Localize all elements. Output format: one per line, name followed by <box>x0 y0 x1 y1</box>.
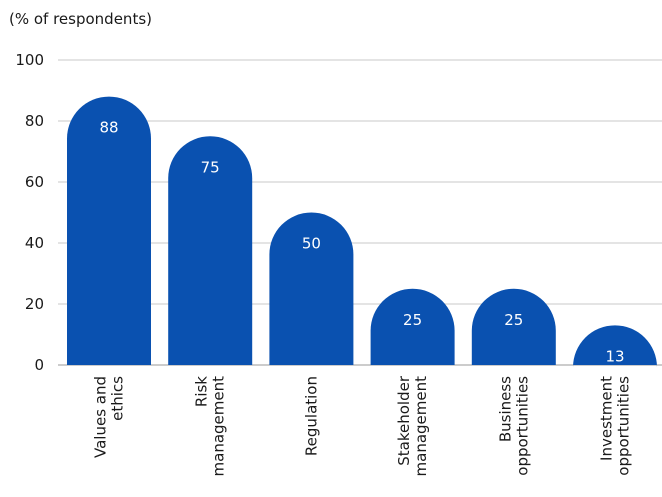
bar <box>573 325 657 368</box>
bar <box>269 212 354 365</box>
bar <box>471 288 556 365</box>
y-tick-label: 80 <box>25 112 44 130</box>
x-tick-label: Investmentopportunities <box>598 376 633 476</box>
y-tick-label: 100 <box>15 51 44 69</box>
x-tick-label: Stakeholdermanagement <box>395 375 430 476</box>
y-tick-label: 40 <box>25 234 44 252</box>
x-tick-label: Values andethics <box>92 376 127 458</box>
bar-value-label: 88 <box>99 119 118 137</box>
x-tick-label: Regulation <box>302 376 320 456</box>
bar <box>370 288 455 365</box>
y-axis-ticks: 0 20 40 60 80 100 <box>15 51 44 374</box>
bar-value-label: 75 <box>201 158 220 176</box>
bars <box>67 96 657 368</box>
y-axis-unit-label: (% of respondents) <box>9 10 152 28</box>
bar-value-label: 25 <box>403 311 422 329</box>
bar <box>67 96 151 365</box>
bar-value-label: 13 <box>605 347 624 365</box>
x-tick-label: Businessopportunities <box>496 376 531 476</box>
gridlines <box>58 59 662 366</box>
bar-value-label: 50 <box>302 235 321 253</box>
value-labels: 88 75 50 25 25 13 <box>99 119 624 366</box>
y-tick-label: 60 <box>25 173 44 191</box>
x-tick-label: Riskmanagement <box>193 376 228 477</box>
bar-value-label: 25 <box>504 311 523 329</box>
x-axis-labels: Values andethics Riskmanagement Regulation… <box>92 375 633 476</box>
y-tick-label: 20 <box>25 295 44 313</box>
y-tick-label: 0 <box>34 356 44 374</box>
bar <box>168 136 253 365</box>
